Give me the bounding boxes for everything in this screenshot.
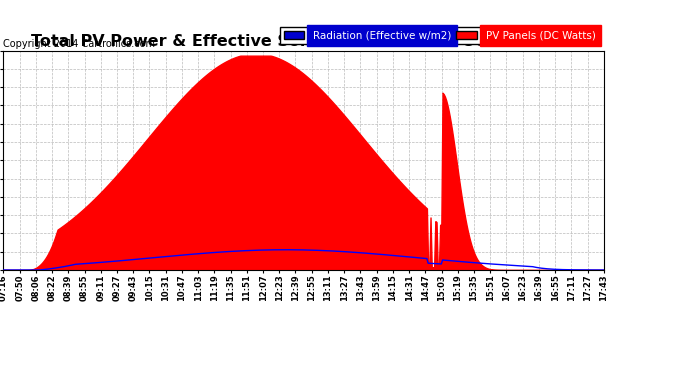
Title: Total PV Power & Effective Solar Radiation Sun Oct 26 17:53: Total PV Power & Effective Solar Radiati… [30,34,577,50]
Legend: Radiation (Effective w/m2), PV Panels (DC Watts): Radiation (Effective w/m2), PV Panels (D… [281,27,598,44]
Text: Copyright 2014 Cartronics.com: Copyright 2014 Cartronics.com [3,39,155,48]
